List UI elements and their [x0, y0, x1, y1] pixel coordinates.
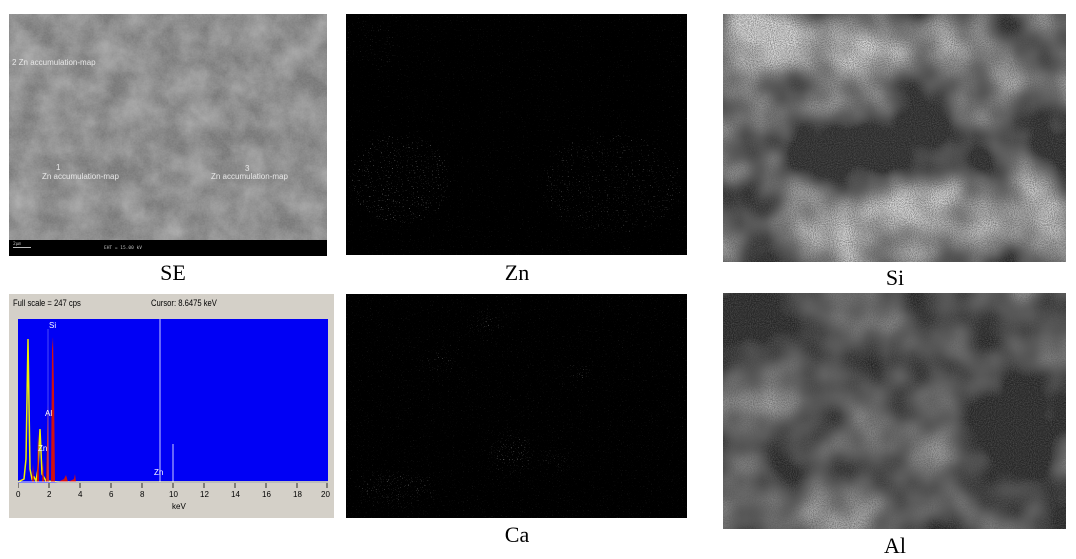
se-label-1: Zn accumulation-map — [42, 172, 119, 181]
caption-al: Al — [884, 533, 906, 558]
si-map — [723, 14, 1066, 262]
si-map-image — [723, 14, 1066, 262]
eds-tick-6: 6 — [109, 490, 114, 499]
eds-spectrum: Full scale = 247 cps Cursor: 8.6475 keV … — [9, 294, 334, 518]
eds-peak-zn-high: Zn — [154, 468, 164, 477]
zn-map-image — [346, 14, 687, 255]
se-label-1-num: 1 — [56, 163, 61, 172]
al-map-image — [723, 293, 1066, 529]
eds-peak-al: Al — [45, 409, 53, 418]
eds-tick-14: 14 — [231, 490, 240, 499]
ca-map — [346, 294, 687, 518]
ca-map-image — [346, 294, 687, 518]
se-micrograph: 2 Zn accumulation-map 1 Zn accumulation-… — [9, 14, 327, 256]
eds-peak-zn-low: Zn — [38, 444, 48, 453]
caption-ca: Ca — [504, 522, 530, 547]
al-map — [723, 293, 1066, 529]
se-eht: EHT = 15.00 kV — [104, 246, 142, 251]
se-scale-label: 2µm — [13, 242, 22, 247]
caption-si: Si — [885, 265, 905, 290]
se-info-bar: 2µm EHT = 15.00 kV — [9, 240, 327, 256]
caption-se: SE — [160, 260, 186, 285]
eds-x-axis-ticks — [18, 483, 328, 488]
eds-x-unit: keV — [172, 502, 186, 511]
eds-tick-10: 10 — [169, 490, 178, 499]
eds-peaks — [18, 319, 328, 483]
eds-tick-12: 12 — [200, 490, 209, 499]
eds-cursor: Cursor: 8.6475 keV — [151, 298, 217, 308]
eds-tick-0: 0 — [16, 490, 21, 499]
eds-tick-4: 4 — [78, 490, 83, 499]
se-label-2: 2 Zn accumulation-map — [12, 58, 96, 67]
se-label-3: Zn accumulation-map — [211, 172, 288, 181]
se-label-3-num: 3 — [245, 164, 250, 173]
eds-tick-20: 20 — [321, 490, 330, 499]
eds-peak-si: Si — [49, 321, 57, 330]
eds-full-scale: Full scale = 247 cps — [13, 298, 81, 308]
zn-map — [346, 14, 687, 255]
eds-tick-16: 16 — [262, 490, 271, 499]
eds-tick-8: 8 — [140, 490, 145, 499]
eds-tick-2: 2 — [47, 490, 52, 499]
eds-tick-18: 18 — [293, 490, 302, 499]
se-texture — [9, 14, 327, 256]
se-scale-bar — [13, 247, 31, 248]
caption-zn: Zn — [504, 260, 530, 285]
eds-plot-area: Si Al Zn Zn — [18, 319, 328, 483]
